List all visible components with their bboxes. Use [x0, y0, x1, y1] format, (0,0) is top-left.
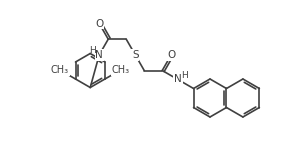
Text: H: H: [181, 71, 188, 80]
Text: CH₃: CH₃: [111, 65, 130, 75]
Text: S: S: [132, 50, 139, 60]
Text: O: O: [95, 18, 103, 29]
Text: N: N: [95, 50, 103, 60]
Text: H: H: [89, 46, 96, 55]
Text: N: N: [174, 75, 182, 84]
Text: CH₃: CH₃: [51, 65, 69, 75]
Text: O: O: [167, 50, 175, 60]
